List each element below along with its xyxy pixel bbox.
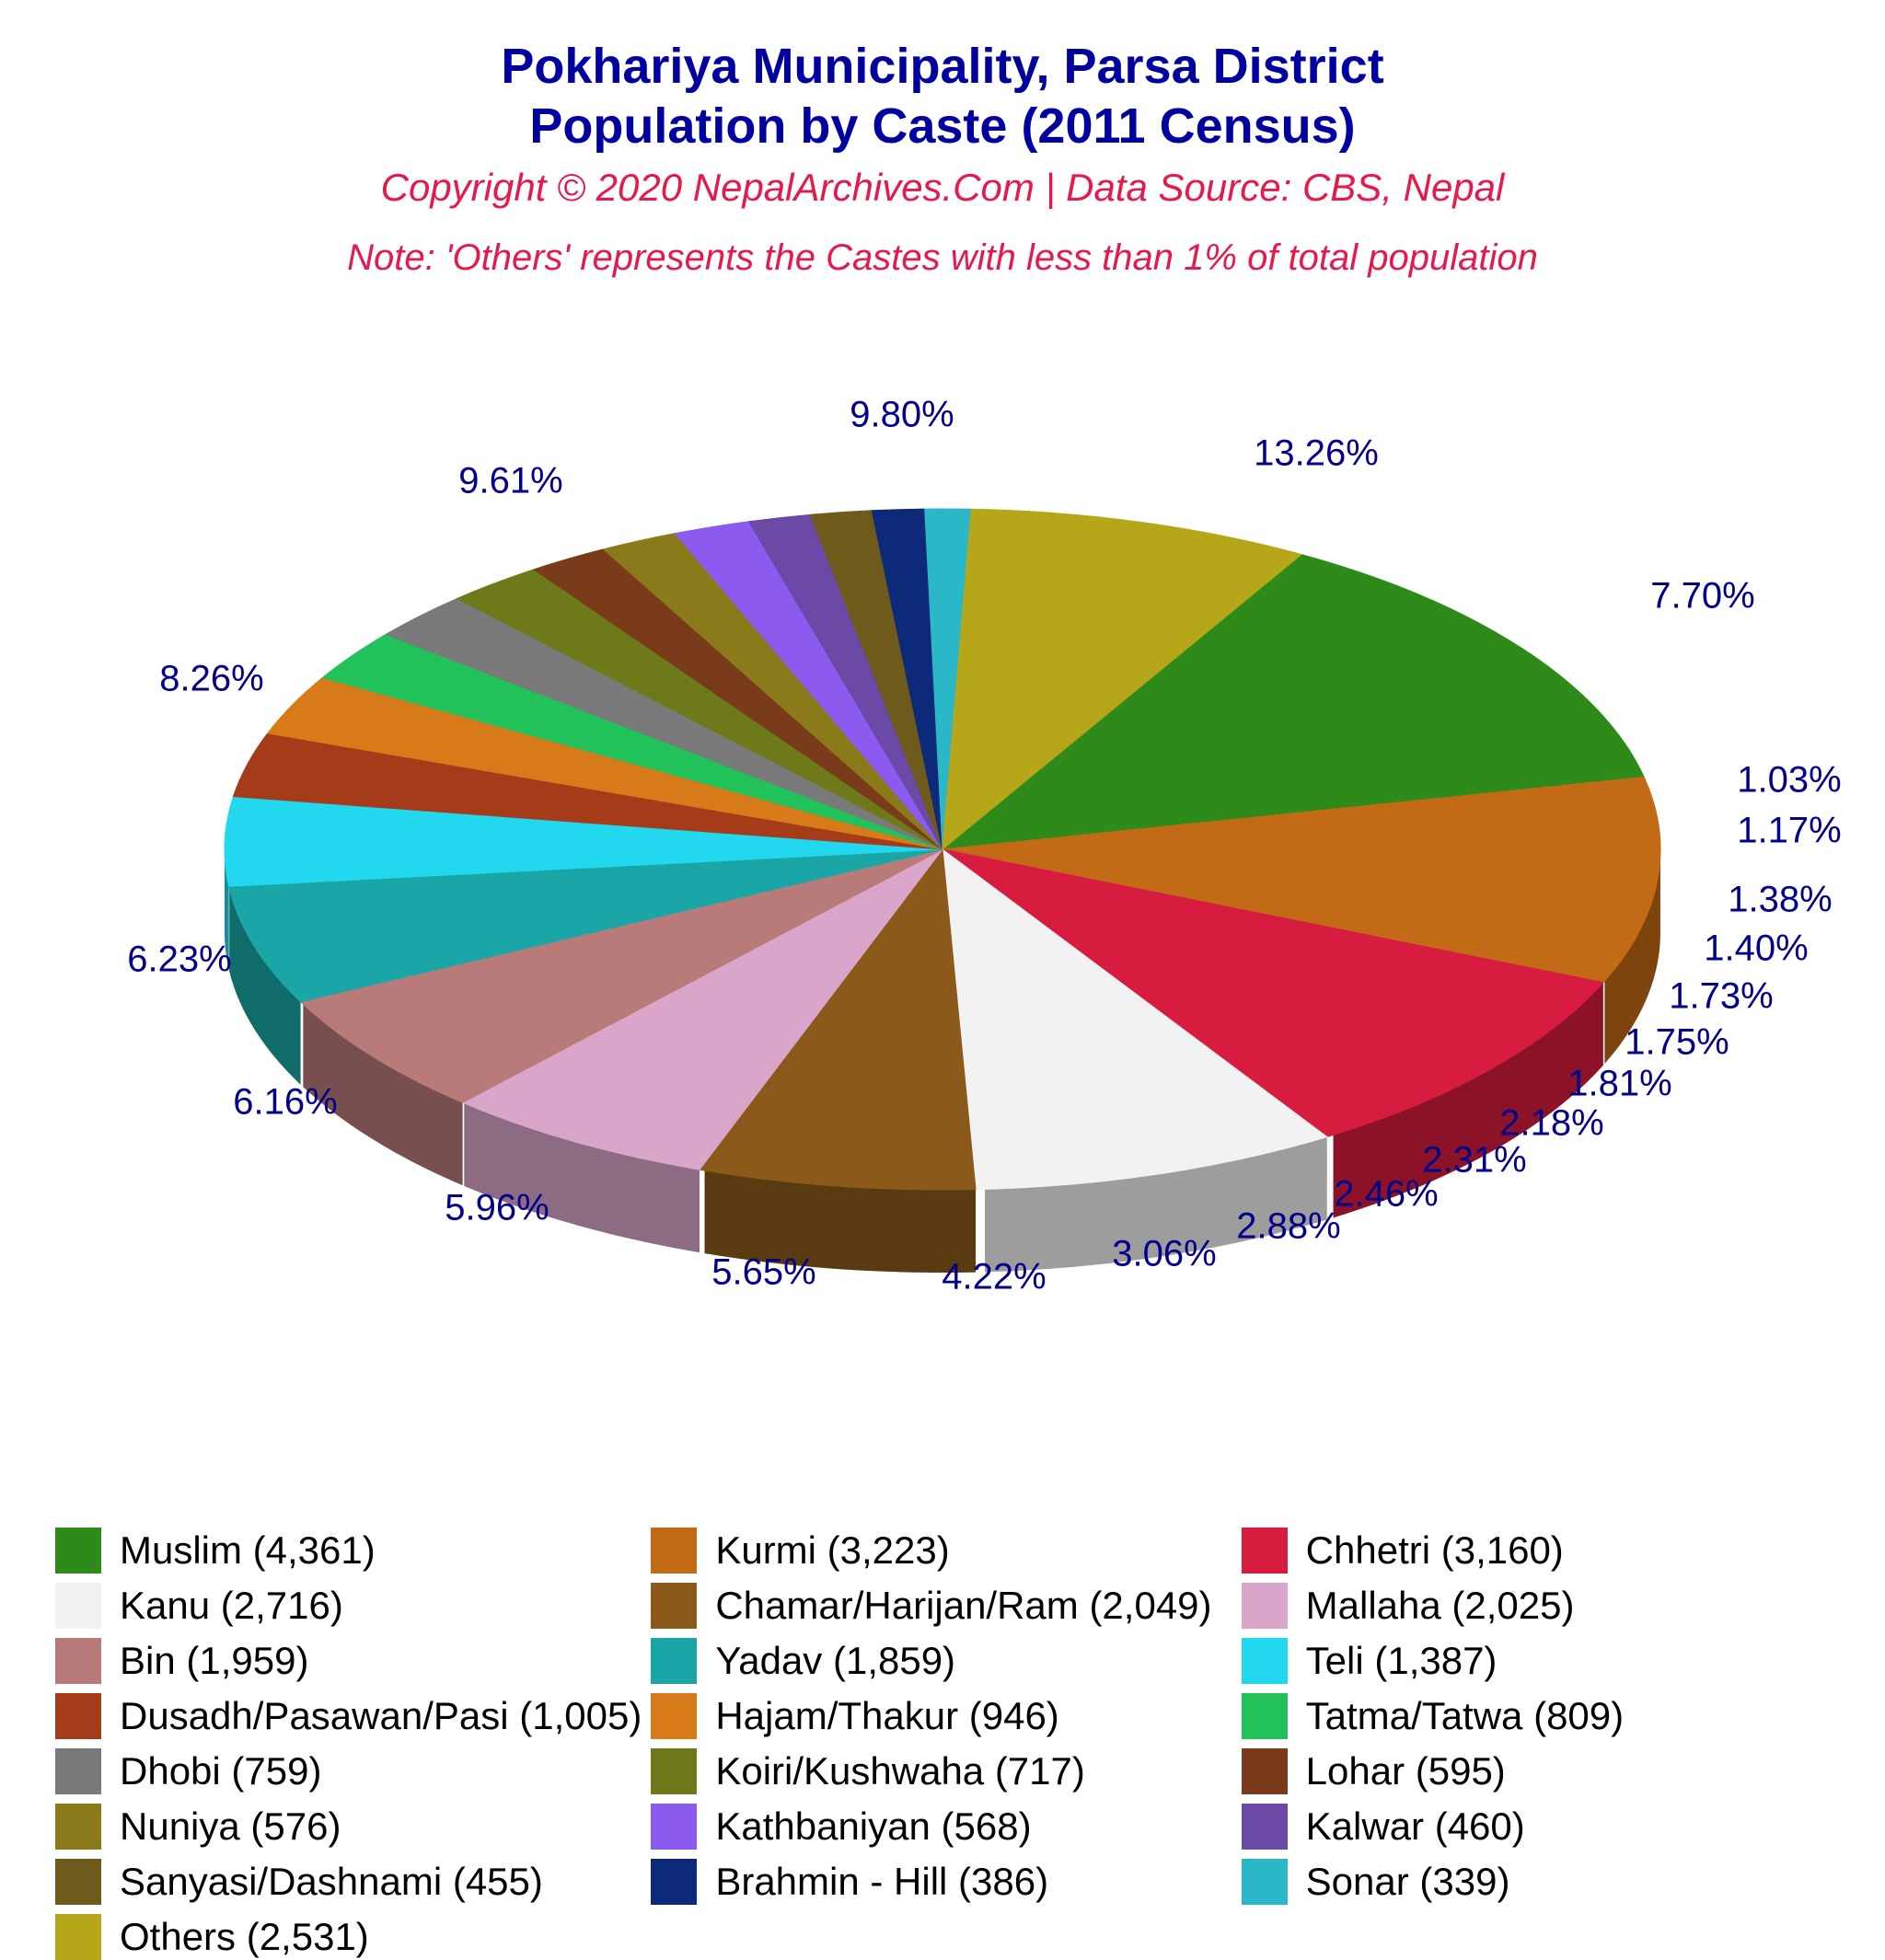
legend-item: Tatma/Tatwa (809)	[1242, 1693, 1822, 1739]
percent-label: 5.96%	[445, 1187, 549, 1228]
percent-label: 1.75%	[1625, 1021, 1729, 1063]
percent-label: 4.22%	[942, 1256, 1046, 1297]
legend-item: Chamar/Harijan/Ram (2,049)	[651, 1583, 1232, 1629]
legend-label: Kurmi (3,223)	[715, 1528, 949, 1573]
legend-swatch	[55, 1804, 101, 1850]
chart-subtitle: Copyright © 2020 NepalArchives.Com | Dat…	[0, 166, 1885, 210]
legend-swatch	[651, 1638, 697, 1684]
legend-item: Mallaha (2,025)	[1242, 1583, 1822, 1629]
legend-item: Bin (1,959)	[55, 1638, 642, 1684]
legend-item: Nuniya (576)	[55, 1804, 642, 1850]
legend-item: Kurmi (3,223)	[651, 1528, 1232, 1574]
legend-item: Chhetri (3,160)	[1242, 1528, 1822, 1574]
legend-swatch	[1242, 1583, 1288, 1629]
legend-label: Yadav (1,859)	[715, 1639, 955, 1683]
title-line-2: Population by Caste (2011 Census)	[529, 98, 1355, 154]
legend-item: Lohar (595)	[1242, 1748, 1822, 1794]
legend: Muslim (4,361) Kurmi (3,223) Chhetri (3,16…	[55, 1528, 1822, 1960]
percent-label: 9.61%	[458, 460, 562, 502]
legend-item: Sonar (339)	[1242, 1859, 1822, 1905]
legend-label: Lohar (595)	[1306, 1749, 1506, 1793]
percent-label: 8.26%	[159, 658, 263, 699]
legend-label: Tatma/Tatwa (809)	[1306, 1694, 1624, 1738]
legend-label: Kalwar (460)	[1306, 1804, 1525, 1849]
chart-note: Note: 'Others' represents the Castes wit…	[0, 237, 1885, 279]
legend-label: Others (2,531)	[120, 1915, 369, 1959]
legend-label: Muslim (4,361)	[120, 1528, 376, 1573]
legend-swatch	[1242, 1638, 1288, 1684]
legend-label: Dhobi (759)	[120, 1749, 321, 1793]
percent-label: 2.88%	[1236, 1205, 1340, 1247]
figure-container: Pokhariya Municipality, Parsa District P…	[0, 0, 1885, 1885]
legend-label: Teli (1,387)	[1306, 1639, 1498, 1683]
legend-item: Koiri/Kushwaha (717)	[651, 1748, 1232, 1794]
legend-label: Sanyasi/Dashnami (455)	[120, 1860, 543, 1904]
legend-swatch	[55, 1914, 101, 1960]
legend-swatch	[1242, 1804, 1288, 1850]
percent-label: 7.70%	[1650, 575, 1754, 617]
percent-label: 6.23%	[127, 939, 231, 980]
legend-label: Hajam/Thakur (946)	[715, 1694, 1058, 1738]
legend-label: Sonar (339)	[1306, 1860, 1510, 1904]
legend-item: Hajam/Thakur (946)	[651, 1693, 1232, 1739]
legend-label: Chhetri (3,160)	[1306, 1528, 1564, 1573]
percent-label: 9.80%	[850, 394, 954, 435]
legend-swatch	[1242, 1748, 1288, 1794]
legend-label: Dusadh/Pasawan/Pasi (1,005)	[120, 1694, 642, 1738]
percent-label: 1.40%	[1704, 928, 1808, 969]
legend-swatch	[651, 1804, 697, 1850]
legend-label: Kathbaniyan (568)	[715, 1804, 1031, 1849]
percent-label: 1.38%	[1728, 879, 1832, 920]
legend-swatch	[651, 1748, 697, 1794]
legend-swatch	[651, 1693, 697, 1739]
legend-swatch	[1242, 1528, 1288, 1574]
legend-item: Brahmin - Hill (386)	[651, 1859, 1232, 1905]
percent-label: 2.31%	[1422, 1139, 1526, 1181]
legend-swatch	[651, 1528, 697, 1574]
percent-label: 2.18%	[1499, 1102, 1603, 1144]
legend-item: Dhobi (759)	[55, 1748, 642, 1794]
legend-item: Teli (1,387)	[1242, 1638, 1822, 1684]
legend-label: Koiri/Kushwaha (717)	[715, 1749, 1085, 1793]
legend-label: Kanu (2,716)	[120, 1584, 343, 1628]
legend-label: Bin (1,959)	[120, 1639, 308, 1683]
legend-item: Kathbaniyan (568)	[651, 1804, 1232, 1850]
legend-label: Chamar/Harijan/Ram (2,049)	[715, 1584, 1211, 1628]
legend-label: Mallaha (2,025)	[1306, 1584, 1575, 1628]
legend-item: Kanu (2,716)	[55, 1583, 642, 1629]
percent-label: 13.26%	[1254, 432, 1379, 474]
legend-swatch	[651, 1583, 697, 1629]
legend-item: Sanyasi/Dashnami (455)	[55, 1859, 642, 1905]
legend-item: Kalwar (460)	[1242, 1804, 1822, 1850]
pie-chart-svg	[0, 371, 1885, 1383]
percent-label: 1.03%	[1737, 759, 1841, 801]
title-line-1: Pokhariya Municipality, Parsa District	[501, 39, 1383, 94]
legend-swatch	[55, 1748, 101, 1794]
legend-item: Others (2,531)	[55, 1914, 642, 1960]
percent-label: 5.65%	[711, 1251, 815, 1293]
percent-label: 1.81%	[1567, 1063, 1671, 1104]
legend-swatch	[55, 1859, 101, 1905]
chart-title: Pokhariya Municipality, Parsa District P…	[0, 37, 1885, 156]
legend-label: Nuniya (576)	[120, 1804, 341, 1849]
legend-swatch	[1242, 1859, 1288, 1905]
percent-label: 1.73%	[1669, 975, 1773, 1017]
legend-item: Yadav (1,859)	[651, 1638, 1232, 1684]
percent-label: 6.16%	[233, 1081, 337, 1123]
legend-swatch	[1242, 1693, 1288, 1739]
legend-swatch	[55, 1528, 101, 1574]
pie-top-group	[225, 509, 1660, 1190]
legend-swatch	[55, 1638, 101, 1684]
legend-swatch	[651, 1859, 697, 1905]
percent-label: 3.06%	[1112, 1233, 1216, 1274]
legend-item: Dusadh/Pasawan/Pasi (1,005)	[55, 1693, 642, 1739]
legend-swatch	[55, 1693, 101, 1739]
percent-label: 1.17%	[1737, 810, 1841, 851]
pie-chart-area: 13.26% 9.80% 9.61% 8.26% 6.23% 6.16% 5.96% 5.65…	[0, 371, 1885, 1383]
legend-label: Brahmin - Hill (386)	[715, 1860, 1048, 1904]
legend-item: Muslim (4,361)	[55, 1528, 642, 1574]
legend-swatch	[55, 1583, 101, 1629]
